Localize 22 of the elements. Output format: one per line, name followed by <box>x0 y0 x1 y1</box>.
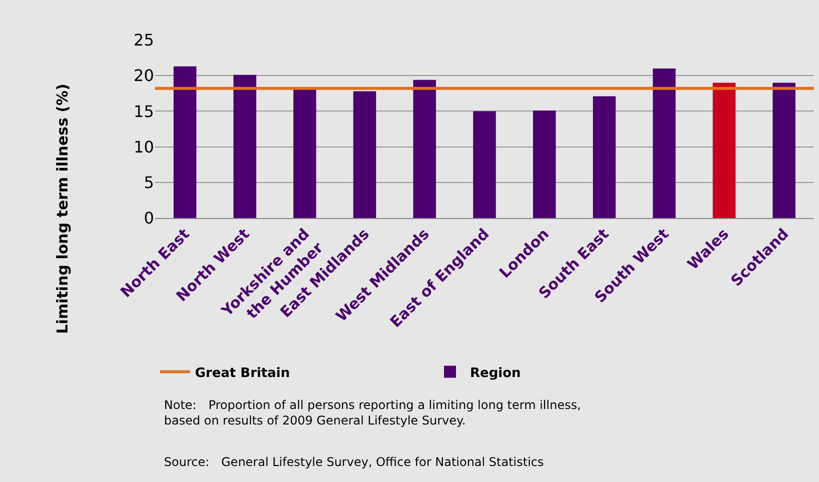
bar <box>233 74 256 218</box>
y-tick-label: 0 <box>144 208 154 228</box>
legend-label: Great Britain <box>195 366 290 381</box>
y-tick-label: 10 <box>134 137 154 156</box>
y-tick-label: 5 <box>144 173 154 192</box>
bar <box>533 110 556 218</box>
y-axis-title: Limiting long term illness (%) <box>54 84 72 334</box>
bar <box>592 96 616 218</box>
bar <box>712 82 736 218</box>
y-tick-label: 25 <box>134 30 154 50</box>
bar <box>772 82 796 218</box>
bar <box>353 91 376 218</box>
bar <box>473 111 496 218</box>
text: Note: Proportion of all persons reporting a limiting long term illness, based on results of 2009 General Lifestyle Survey. <box>164 398 581 428</box>
y-tick-label: 15 <box>134 102 154 121</box>
source-note: Source: General Lifestyle Survey, Office for National Statistics <box>164 455 544 469</box>
bar <box>293 88 316 218</box>
bar <box>413 80 436 218</box>
bar <box>652 68 676 218</box>
y-tick-label: 20 <box>134 66 154 86</box>
legend-label: Region <box>470 366 521 381</box>
bar <box>174 66 196 218</box>
